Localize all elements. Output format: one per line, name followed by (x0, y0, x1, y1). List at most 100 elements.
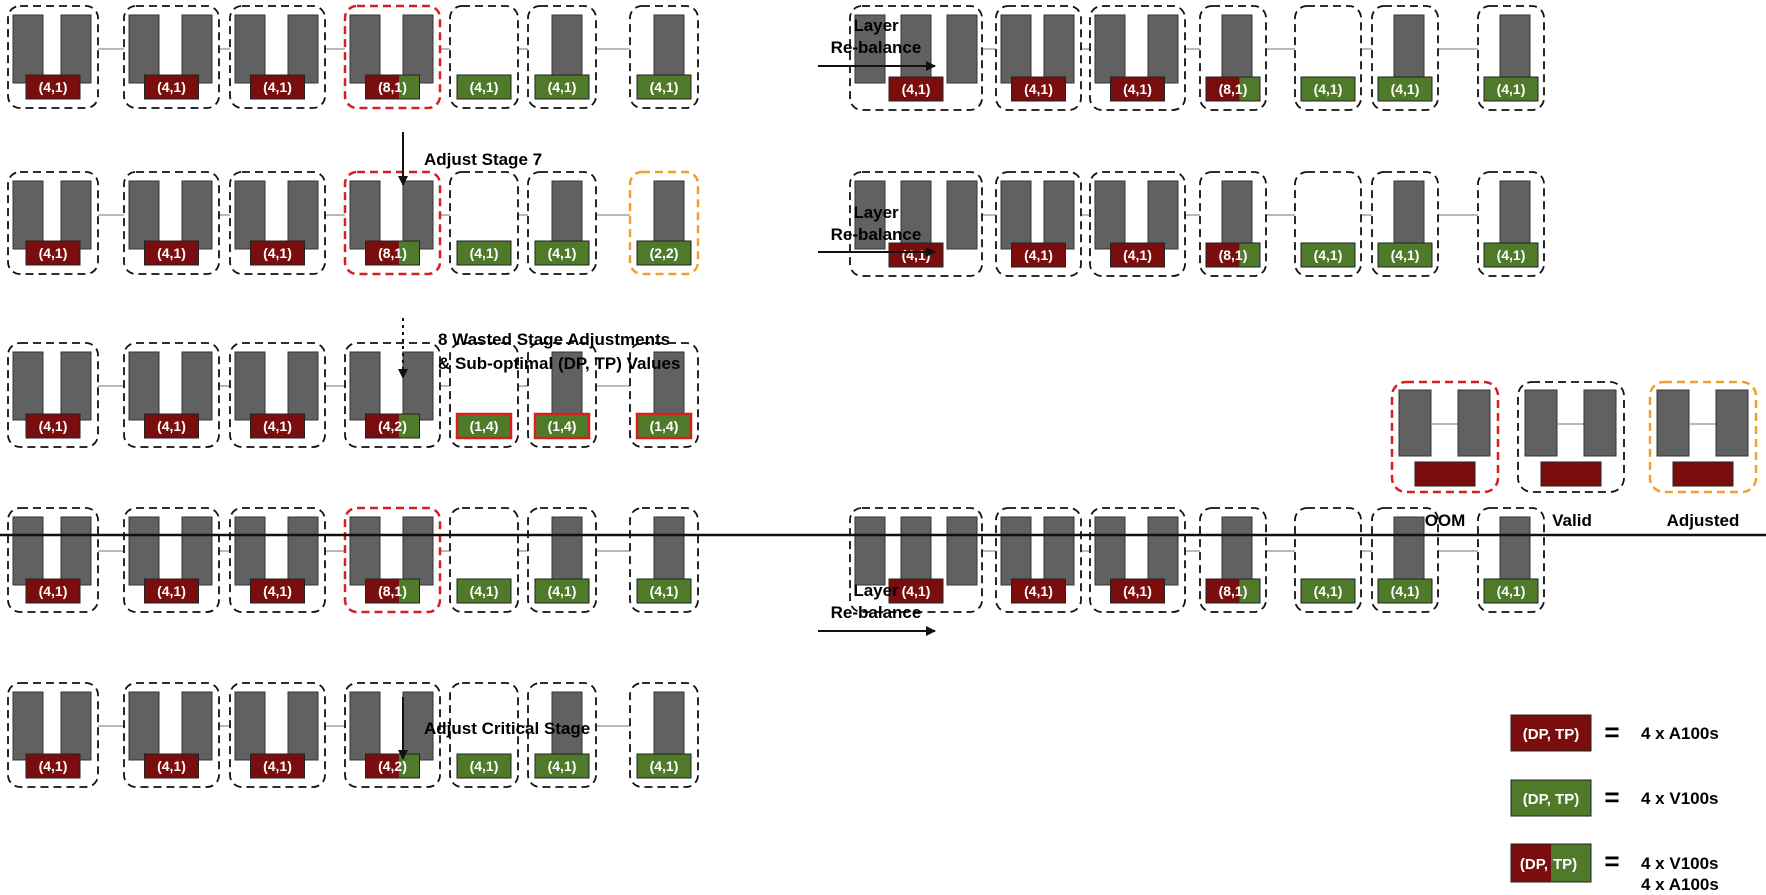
layer-block (128, 351, 160, 421)
layer-block (181, 14, 213, 84)
layer-block (1499, 516, 1531, 586)
parallel-config-label: (4,1) (1391, 247, 1420, 263)
parallel-config-outline (1011, 578, 1066, 604)
layer-block (60, 351, 92, 421)
parallel-config-a100-part (1206, 579, 1240, 603)
parallel-config-label: (4,1) (39, 583, 68, 599)
layer-block (12, 180, 44, 250)
layer-block (551, 351, 583, 421)
pipeline-stage: (4,1) (527, 5, 597, 109)
parallel-config-v100-part (398, 754, 420, 778)
parallel-config-label: (8,1) (378, 79, 407, 95)
layer-block (234, 351, 266, 421)
parallel-config-label: (4,1) (1123, 81, 1152, 97)
pipeline-stage: (8,1) (1199, 171, 1267, 277)
parallel-config-outline (1377, 76, 1433, 102)
layer-block (653, 14, 685, 84)
parallel-config-label: (8,1) (1219, 583, 1248, 599)
parallel-config-label: (4,1) (1123, 583, 1152, 599)
pipeline-stage: (4,1) (629, 682, 699, 788)
parallel-config-outline (144, 413, 199, 439)
parallel-config-label: (4,1) (470, 583, 499, 599)
layer-block (402, 516, 434, 586)
stage-rows: (4,1) (4,1) (4,1) (8,1) (4,1) (4,1) (4,1) (4,1)… (7, 4, 1545, 788)
legend-config-swatch (1414, 461, 1476, 487)
pipeline-stage: (8,1) (1199, 507, 1267, 613)
parallel-config-outline (455, 412, 513, 440)
pipeline-stage: (8,1) (343, 4, 442, 110)
parallel-config-box (1110, 77, 1165, 101)
parallel-config-box (1110, 579, 1165, 603)
parallel-config-a100-part (365, 241, 399, 265)
layer-block (234, 14, 266, 84)
parallel-config-box (535, 579, 589, 603)
pipeline-stage: (4,1) (1089, 5, 1186, 111)
parallel-config-outline (888, 578, 944, 604)
pipeline-stage: (4,1) (629, 5, 699, 109)
layer-block (60, 516, 92, 586)
parallel-config-label: (4,1) (263, 583, 292, 599)
parallel-config-box (1301, 579, 1355, 603)
equals-sign: = (1604, 846, 1619, 876)
parallel-config-box (535, 414, 589, 438)
parallel-config-label: (4,1) (1123, 247, 1152, 263)
layer-block (287, 180, 319, 250)
layer-block (551, 691, 583, 761)
parallel-config-box (457, 414, 511, 438)
layer-block (1715, 389, 1749, 457)
parallel-config-outline (250, 74, 305, 100)
parallel-config-label: (4,1) (1314, 247, 1343, 263)
parallel-config-a100-part (365, 75, 399, 99)
parallel-config-outline (534, 240, 590, 266)
legend-oom-label: OOM (1425, 511, 1466, 530)
pipeline-stage: (4,1) (1477, 5, 1545, 111)
legend-key-v100: (DP, TP) = 4 x V100s (1510, 779, 1719, 817)
parallel-config-label: (4,1) (1314, 583, 1343, 599)
layer-block (653, 691, 685, 761)
parallel-config-label: (8,1) (378, 583, 407, 599)
layer-block (1000, 14, 1032, 84)
parallel-config-box (1110, 243, 1165, 267)
legend-valid-sample (1517, 381, 1625, 493)
parallel-config-label: (4,1) (1497, 583, 1526, 599)
layer-block (234, 516, 266, 586)
key-mixed-outline (1510, 843, 1592, 883)
layer-block (181, 516, 213, 586)
stage-row: (4,1) (4,1) (4,1) (8,1) (4,1) (4,1) (4,1) (7, 506, 699, 614)
parallel-config-box (535, 241, 589, 265)
pipeline-stage: (4,2) (344, 682, 441, 788)
parallel-config-label: (4,1) (157, 245, 186, 261)
layer-block (1398, 389, 1432, 457)
layer-block (653, 180, 685, 250)
parallel-config-box (457, 241, 511, 265)
parallel-config-outline (1011, 76, 1066, 102)
pipeline-stage: (4,1) (229, 171, 326, 275)
parallel-config-outline (456, 240, 512, 266)
layer-block (946, 516, 978, 586)
parallel-config-outline (1011, 242, 1066, 268)
parallel-config-label: (4,1) (263, 418, 292, 434)
layer-block (900, 14, 932, 84)
parallel-config-box (26, 241, 80, 265)
layer-block (551, 14, 583, 84)
parallel-config-outline (534, 578, 590, 604)
pipeline-stage: (4,1) (1477, 171, 1545, 277)
rebalance-label-line2: Re-balance (831, 603, 922, 622)
parallel-config-v100-part (398, 75, 420, 99)
wasted-adjustments-label-line1: 8 Wasted Stage Adjustments (438, 330, 670, 349)
parallel-config-box (144, 241, 199, 265)
parallel-config-label: (4,1) (1497, 247, 1526, 263)
layer-block (181, 180, 213, 250)
pipeline-stage: (4,1) (7, 342, 99, 448)
pipeline-stage: (4,1) (7, 507, 99, 613)
layer-block (12, 14, 44, 84)
pipeline-stage: (1,4) (527, 342, 597, 448)
layer-block (1656, 389, 1690, 457)
pipeline-stage: (4,1) (629, 507, 699, 613)
rebalance-label-line1: Layer (853, 581, 899, 600)
pipeline-stage: (4,1) (449, 5, 519, 109)
parallel-config-outline (144, 578, 199, 604)
parallel-config-outline (365, 753, 420, 779)
key-a100-box-text: (DP, TP) (1523, 726, 1579, 743)
